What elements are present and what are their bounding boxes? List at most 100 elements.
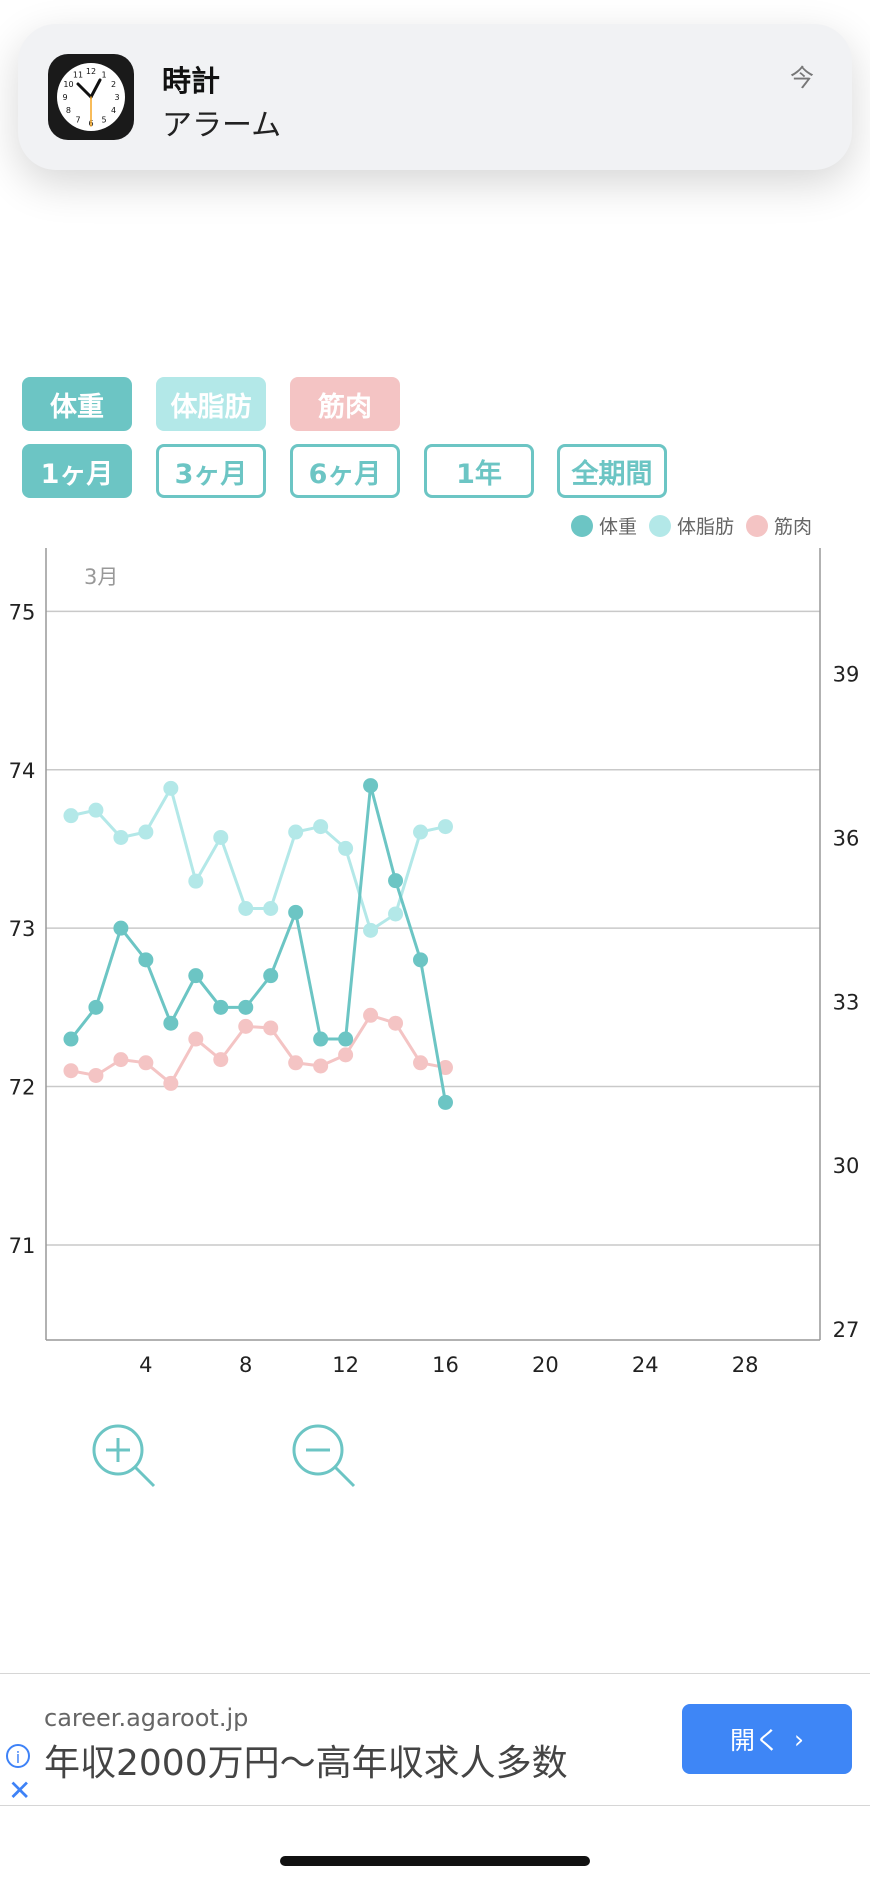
data-point-2 [88, 1067, 104, 1083]
data-point-0 [363, 778, 379, 794]
data-point-0 [163, 1015, 179, 1031]
y-tick-label-right: 36 [833, 826, 860, 850]
clock-number: 8 [66, 106, 71, 115]
legend-label: 筋肉 [773, 516, 812, 538]
data-point-1 [338, 840, 354, 856]
x-tick-label: 20 [532, 1353, 559, 1377]
legend-dot-icon [745, 514, 768, 537]
data-point-0 [413, 952, 429, 968]
data-point-2 [388, 1015, 404, 1031]
period-1-month-button[interactable]: 1ヶ月 [22, 444, 132, 498]
ad-info-icon[interactable]: i [6, 1744, 30, 1768]
ad-open-button[interactable]: 開く › [682, 1704, 852, 1774]
clock-number: 9 [62, 93, 67, 102]
x-tick-label: 12 [332, 1353, 359, 1377]
data-point-2 [363, 1007, 379, 1023]
series-line-1 [70, 784, 446, 933]
notification-banner[interactable]: 121234567891011 時計 アラーム 今 [18, 24, 852, 170]
series-line-2 [70, 1013, 446, 1086]
x-tick-label: 8 [239, 1353, 252, 1377]
ad-close-icon[interactable]: ✕ [8, 1774, 32, 1807]
data-point-1 [88, 802, 104, 818]
data-point-2 [188, 1031, 204, 1047]
data-point-1 [238, 900, 254, 916]
data-point-0 [338, 1031, 354, 1047]
data-point-0 [238, 999, 254, 1015]
data-point-2 [213, 1052, 229, 1068]
data-point-0 [88, 999, 104, 1015]
clock-number: 11 [73, 70, 83, 79]
ad-domain: career.agaroot.jp [44, 1704, 249, 1732]
data-point-1 [413, 824, 429, 840]
data-point-0 [188, 968, 204, 984]
data-point-0 [213, 999, 229, 1015]
data-point-1 [263, 900, 279, 916]
data-point-2 [437, 1060, 453, 1076]
legend-item-muscle: 筋肉 [745, 512, 812, 539]
y-tick-label-left: 71 [9, 1234, 36, 1258]
data-point-1 [313, 819, 329, 835]
data-point-1 [437, 819, 453, 835]
zoom-out-icon[interactable] [288, 1420, 368, 1500]
clock-number: 2 [111, 80, 116, 89]
y-tick-label-left: 72 [9, 1076, 36, 1100]
clock-hand [76, 82, 93, 99]
data-point-2 [113, 1052, 129, 1068]
zoom-in-icon[interactable] [88, 1420, 168, 1500]
clock-number: 5 [101, 116, 106, 125]
period-3-month-button[interactable]: 3ヶ月 [156, 444, 266, 498]
data-point-2 [138, 1055, 154, 1071]
ad-headline[interactable]: 年収2000万円〜高年収求人多数 [44, 1743, 568, 1784]
data-point-0 [313, 1031, 329, 1047]
y-tick-label-right: 30 [833, 1154, 860, 1178]
y-tick-label-left: 75 [9, 600, 36, 624]
home-indicator[interactable] [280, 1856, 590, 1866]
month-label: 3月 [84, 565, 118, 589]
legend-label: 体重 [598, 516, 637, 538]
y-tick-label-right: 39 [833, 663, 860, 687]
toggle-bodyfat-button[interactable]: 体脂肪 [156, 377, 266, 431]
period-6-month-button[interactable]: 6ヶ月 [290, 444, 400, 498]
series-line-0 [69, 785, 447, 1103]
data-point-0 [288, 904, 304, 920]
legend-item-bodyfat: 体脂肪 [648, 512, 734, 539]
data-point-0 [63, 1031, 79, 1047]
chart-legend: 体重 体脂肪 筋肉 [570, 512, 812, 539]
toggle-weight-button[interactable]: 体重 [22, 377, 132, 431]
data-point-1 [213, 829, 229, 845]
period-all-button[interactable]: 全期間 [557, 444, 667, 498]
toggle-muscle-button[interactable]: 筋肉 [290, 377, 400, 431]
ad-banner[interactable]: career.agaroot.jp 年収2000万円〜高年収求人多数 i ✕ 開… [0, 1673, 870, 1807]
data-point-2 [413, 1055, 429, 1071]
clock-app-icon: 121234567891011 [48, 54, 134, 140]
notification-app-name: 時計 [162, 64, 221, 98]
y-tick-label-right: 33 [833, 990, 860, 1014]
data-point-2 [238, 1018, 254, 1034]
weight-chart: 71 72 73 74 75 27 30 33 36 39 4 8 12 16 20 24 28 3月 [9, 548, 860, 1377]
clock-number: 3 [114, 93, 119, 102]
clock-hand [89, 78, 102, 99]
data-point-0 [437, 1094, 453, 1110]
data-point-1 [363, 922, 379, 938]
data-point-1 [163, 780, 179, 796]
data-point-1 [138, 824, 154, 840]
legend-dot-icon [648, 514, 671, 537]
clock-number: 7 [75, 116, 80, 125]
y-tick-label-right: 27 [833, 1318, 860, 1342]
period-1-year-button[interactable]: 1年 [424, 444, 534, 498]
x-tick-label: 4 [139, 1353, 152, 1377]
data-point-1 [288, 824, 304, 840]
clock-face-icon: 121234567891011 [57, 63, 125, 131]
data-point-0 [388, 873, 404, 889]
notification-message: アラーム [162, 108, 282, 143]
data-point-1 [113, 829, 129, 845]
data-point-2 [263, 1020, 279, 1036]
chevron-right-icon: › [794, 1724, 804, 1754]
data-point-2 [313, 1058, 329, 1074]
x-tick-label: 28 [732, 1353, 759, 1377]
clock-number: 1 [101, 70, 106, 79]
x-tick-label: 24 [632, 1353, 659, 1377]
clock-number: 4 [111, 106, 116, 115]
data-point-2 [288, 1055, 304, 1071]
y-tick-label-left: 74 [9, 759, 36, 783]
